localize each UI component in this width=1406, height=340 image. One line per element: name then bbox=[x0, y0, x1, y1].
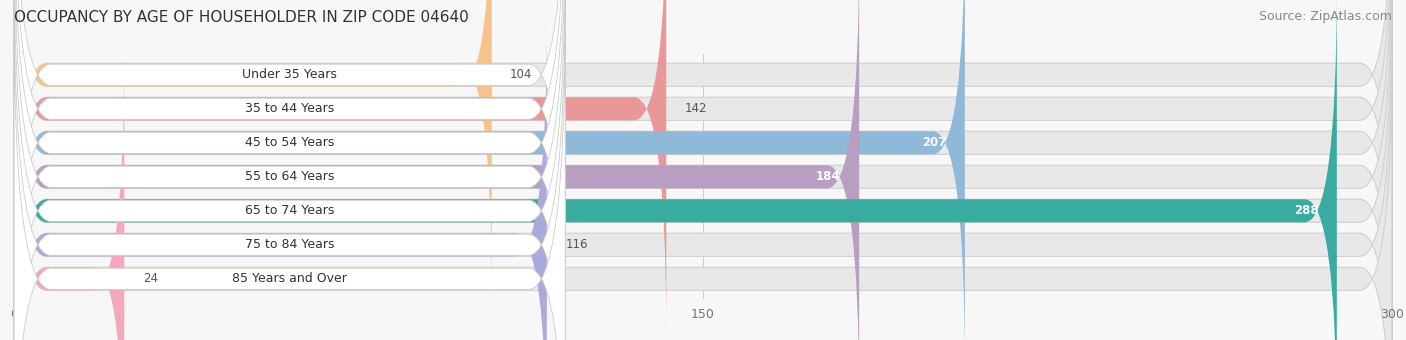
FancyBboxPatch shape bbox=[14, 0, 565, 336]
FancyBboxPatch shape bbox=[14, 0, 565, 340]
Text: 75 to 84 Years: 75 to 84 Years bbox=[245, 238, 335, 251]
Text: Under 35 Years: Under 35 Years bbox=[242, 68, 337, 81]
FancyBboxPatch shape bbox=[14, 0, 565, 340]
FancyBboxPatch shape bbox=[14, 0, 1392, 340]
Text: 55 to 64 Years: 55 to 64 Years bbox=[245, 170, 335, 183]
Text: Source: ZipAtlas.com: Source: ZipAtlas.com bbox=[1258, 10, 1392, 23]
Text: 85 Years and Over: 85 Years and Over bbox=[232, 272, 347, 285]
FancyBboxPatch shape bbox=[14, 0, 1337, 340]
FancyBboxPatch shape bbox=[14, 18, 547, 340]
FancyBboxPatch shape bbox=[14, 0, 1392, 340]
FancyBboxPatch shape bbox=[14, 52, 124, 340]
Text: 142: 142 bbox=[685, 102, 707, 115]
FancyBboxPatch shape bbox=[14, 0, 1392, 301]
Text: 207: 207 bbox=[922, 136, 946, 149]
Text: 116: 116 bbox=[565, 238, 588, 251]
FancyBboxPatch shape bbox=[14, 0, 565, 340]
FancyBboxPatch shape bbox=[14, 0, 565, 340]
Text: OCCUPANCY BY AGE OF HOUSEHOLDER IN ZIP CODE 04640: OCCUPANCY BY AGE OF HOUSEHOLDER IN ZIP C… bbox=[14, 10, 468, 25]
FancyBboxPatch shape bbox=[14, 17, 565, 340]
FancyBboxPatch shape bbox=[14, 18, 1392, 340]
Text: 184: 184 bbox=[815, 170, 841, 183]
FancyBboxPatch shape bbox=[14, 0, 1392, 340]
FancyBboxPatch shape bbox=[14, 0, 666, 335]
Text: 24: 24 bbox=[142, 272, 157, 285]
Text: 288: 288 bbox=[1294, 204, 1319, 217]
FancyBboxPatch shape bbox=[14, 0, 859, 340]
Text: 104: 104 bbox=[510, 68, 533, 81]
Text: 35 to 44 Years: 35 to 44 Years bbox=[245, 102, 335, 115]
FancyBboxPatch shape bbox=[14, 52, 1392, 340]
FancyBboxPatch shape bbox=[14, 0, 1392, 335]
FancyBboxPatch shape bbox=[14, 0, 965, 340]
Text: 45 to 54 Years: 45 to 54 Years bbox=[245, 136, 335, 149]
FancyBboxPatch shape bbox=[14, 0, 565, 340]
Text: 65 to 74 Years: 65 to 74 Years bbox=[245, 204, 335, 217]
FancyBboxPatch shape bbox=[14, 0, 492, 301]
